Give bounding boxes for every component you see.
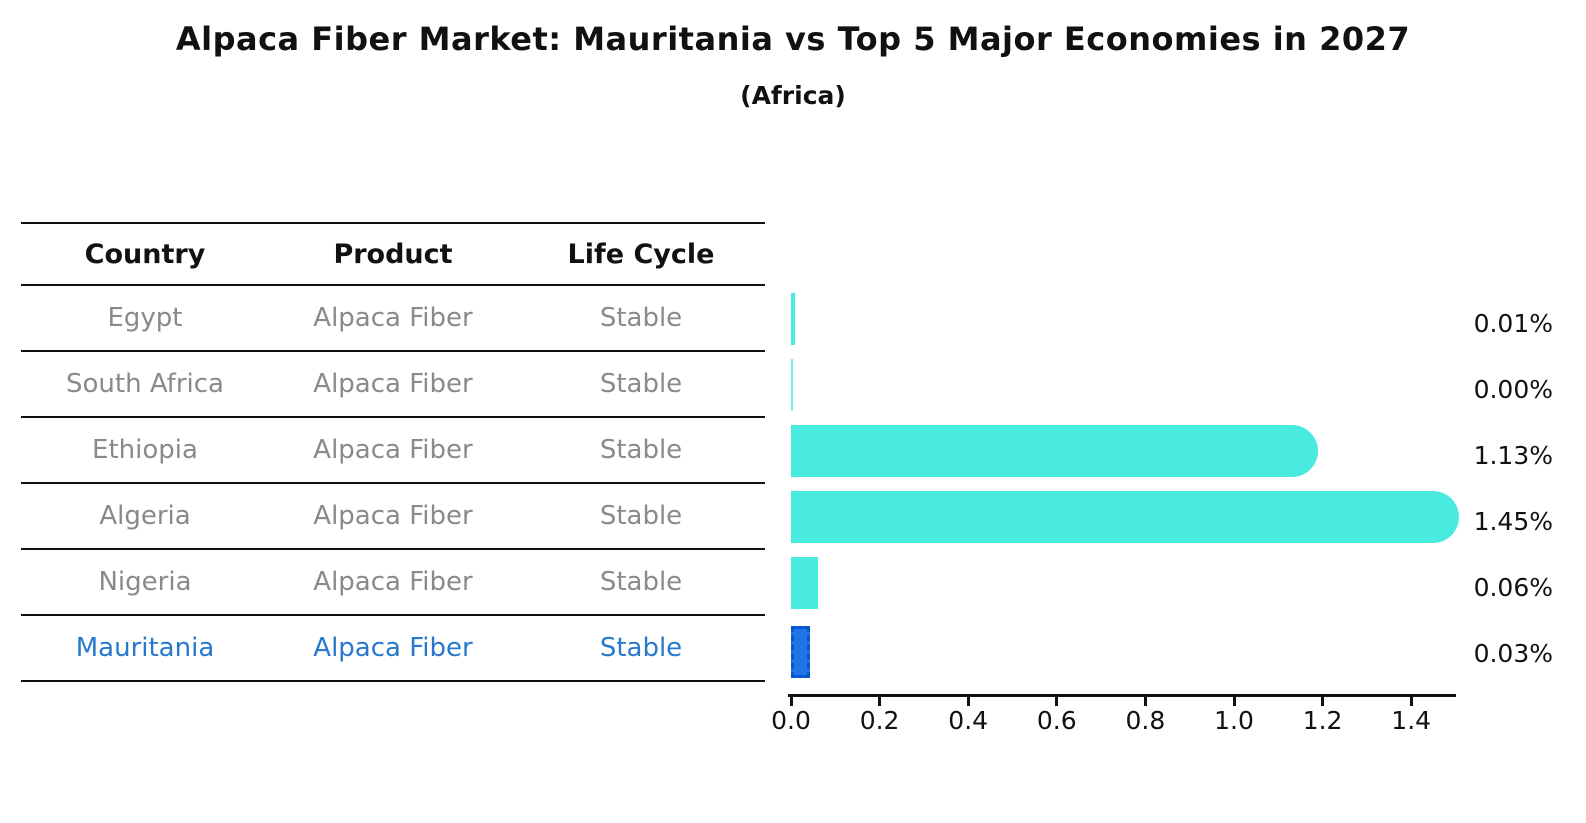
cell-life-cycle: Stable: [599, 435, 683, 465]
x-tick-label-0.0: 0.0: [771, 706, 811, 735]
bar-mauritania: [791, 626, 811, 678]
x-tick-label-1.4: 1.4: [1391, 706, 1432, 735]
cell-product: Alpaca Fiber: [313, 369, 473, 399]
cell-life-cycle: Stable: [599, 369, 683, 399]
value-label-mauritania: 0.03%: [1473, 639, 1553, 668]
x-tick-label-1.0: 1.0: [1214, 706, 1254, 735]
column-header-product: Product: [333, 238, 453, 270]
value-label-south-africa: 0.00%: [1473, 375, 1553, 404]
cell-life-cycle: Stable: [599, 303, 683, 333]
x-tick-0.6: [1055, 697, 1059, 706]
table-header-row: Country Product Life Cycle: [21, 222, 765, 286]
table-row-nigeria: Nigeria Alpaca Fiber Stable: [21, 550, 765, 616]
table-row-egypt: Egypt Alpaca Fiber Stable: [21, 286, 765, 352]
table-row-south-africa: South Africa Alpaca Fiber Stable: [21, 352, 765, 418]
cell-life-cycle: Stable: [599, 633, 683, 663]
cell-country: Ethiopia: [92, 435, 198, 465]
x-tick-label-1.2: 1.2: [1302, 706, 1343, 735]
page-title: Alpaca Fiber Market: Mauritania vs Top 5…: [175, 20, 1411, 58]
bar-ethiopia: [791, 425, 1318, 477]
x-tick-0.2: [878, 697, 882, 706]
x-tick-label-0.8: 0.8: [1125, 706, 1166, 735]
cell-country: Mauritania: [75, 633, 215, 663]
column-header-country: Country: [84, 238, 206, 270]
x-tick-1.4: [1409, 697, 1413, 706]
table-row-ethiopia: Ethiopia Alpaca Fiber Stable: [21, 418, 765, 484]
country-table: Country Product Life Cycle Egypt Alpaca Fibe…: [21, 222, 765, 682]
bar-nigeria: [791, 557, 818, 609]
x-tick-label-0.6: 0.6: [1036, 706, 1077, 735]
x-tick-label-0.2: 0.2: [859, 706, 900, 735]
column-header-life-cycle: Life Cycle: [567, 238, 715, 270]
x-tick-1.2: [1321, 697, 1325, 706]
value-label-ethiopia: 1.13%: [1473, 441, 1553, 470]
cell-product: Alpaca Fiber: [313, 435, 473, 465]
value-label-algeria: 1.45%: [1473, 507, 1553, 536]
x-tick-1.0: [1232, 697, 1236, 706]
value-label-egypt: 0.01%: [1473, 309, 1553, 338]
bar-egypt: [791, 293, 796, 345]
cell-product: Alpaca Fiber: [313, 567, 473, 597]
page-subtitle: (Africa): [740, 81, 846, 110]
value-label-nigeria: 0.06%: [1473, 573, 1553, 602]
cell-country: Nigeria: [98, 567, 192, 597]
table-row-algeria: Algeria Alpaca Fiber Stable: [21, 484, 765, 550]
x-axis-line: [788, 694, 1456, 697]
cell-product: Alpaca Fiber: [313, 633, 473, 663]
cell-country: South Africa: [66, 369, 224, 399]
cell-product: Alpaca Fiber: [313, 501, 473, 531]
bar-algeria: [791, 491, 1460, 543]
x-tick-0.8: [1143, 697, 1147, 706]
x-tick-0.0: [789, 697, 793, 706]
table-row-mauritania: Mauritania Alpaca Fiber Stable: [21, 616, 765, 682]
cell-country: Egypt: [107, 303, 183, 333]
cell-country: Algeria: [99, 501, 191, 531]
cell-life-cycle: Stable: [599, 567, 683, 597]
x-tick-label-0.4: 0.4: [948, 706, 989, 735]
x-tick-0.4: [966, 697, 970, 706]
cell-life-cycle: Stable: [599, 501, 683, 531]
cell-product: Alpaca Fiber: [313, 303, 473, 333]
bar-south-africa: [791, 359, 793, 411]
